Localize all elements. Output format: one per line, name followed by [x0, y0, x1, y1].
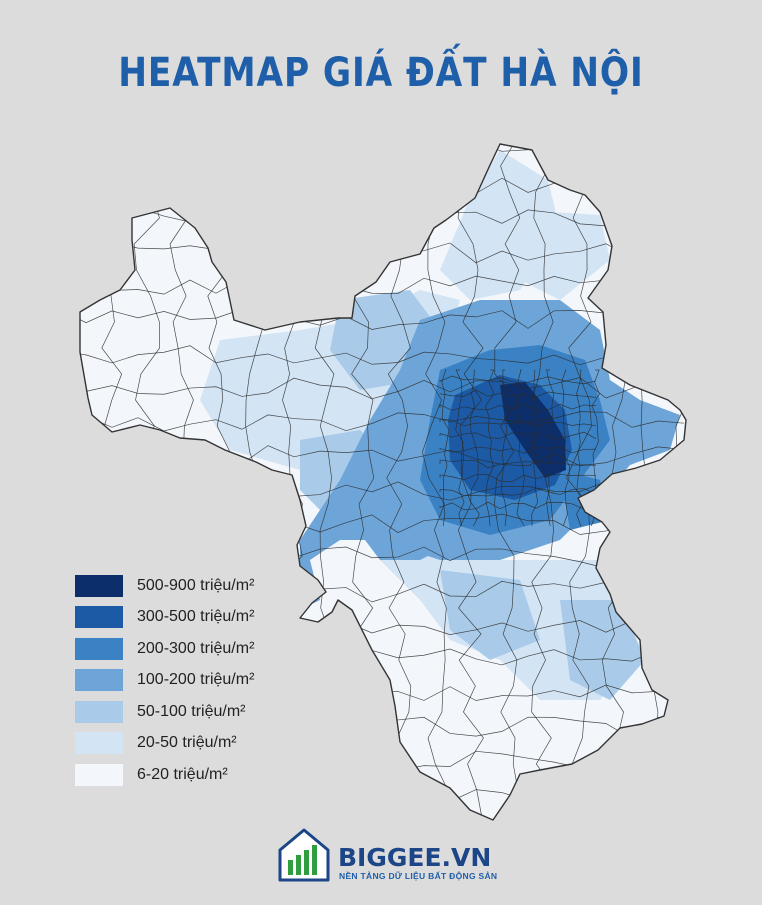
- price-zone-9: [350, 500, 460, 560]
- ward-boundary-h: [439, 446, 597, 454]
- legend-item: 100-200 triệu/m²: [75, 665, 254, 697]
- district-boundary-v: [457, 144, 484, 817]
- legend-label: 20-50 triệu/m²: [137, 734, 237, 752]
- ward-boundary-v: [485, 369, 495, 527]
- legend-swatch: [75, 637, 123, 660]
- ward-boundary-h: [439, 474, 597, 483]
- price-zone-1: [520, 210, 610, 300]
- ward-boundary-v: [516, 369, 525, 527]
- legend-swatch: [75, 700, 123, 723]
- district-boundary-h: [80, 308, 685, 330]
- legend-swatch: [75, 574, 123, 597]
- district-boundary-h: [80, 344, 685, 366]
- ward-boundary-h: [439, 375, 597, 385]
- legend-item: 20-50 triệu/m²: [75, 728, 254, 760]
- price-zone-6: [440, 570, 540, 660]
- legend-item: 50-100 triệu/m²: [75, 696, 254, 728]
- ward-boundary-v: [561, 369, 570, 527]
- legend-label: 300-500 triệu/m²: [137, 608, 255, 626]
- ward-boundary-h: [439, 403, 597, 411]
- brand-tagline: NỀN TẢNG DỮ LIỆU BẤT ĐỘNG SẢN: [339, 871, 498, 881]
- brand-logo: BIGGEE.VN NỀN TẢNG DỮ LIỆU BẤT ĐỘNG SẢN: [276, 826, 536, 886]
- district-boundary-h: [80, 411, 685, 432]
- legend-label: 200-300 triệu/m²: [137, 639, 255, 657]
- district-boundary-v: [494, 144, 521, 817]
- legend-item: 6-20 triệu/m²: [75, 759, 254, 791]
- ward-boundary-h: [439, 431, 597, 440]
- district-boundary-h: [80, 377, 685, 400]
- legend-label: 100-200 triệu/m²: [137, 671, 255, 689]
- ward-boundary-h: [439, 501, 597, 511]
- ward-boundary-v: [470, 369, 480, 527]
- ward-boundary-h: [439, 389, 597, 398]
- district-boundary-h: [80, 144, 685, 161]
- brand-name: BIGGEE.VN: [338, 843, 492, 872]
- ward-boundary-v: [546, 369, 555, 527]
- ward-boundary-v: [530, 369, 539, 527]
- ward-boundary-h: [439, 459, 597, 469]
- ward-boundary-v: [441, 369, 450, 527]
- district-boundary-v: [674, 144, 686, 817]
- ward-boundary-h: [439, 418, 597, 427]
- ward-boundary-v: [455, 369, 465, 527]
- legend-swatch: [75, 763, 123, 786]
- legend-swatch: [75, 669, 123, 692]
- legend-label: 6-20 triệu/m²: [137, 765, 228, 783]
- house-chart-icon: [278, 828, 330, 882]
- district-boundary-h: [80, 174, 685, 196]
- price-zone-5: [560, 600, 645, 700]
- ward-boundary-v: [501, 369, 510, 527]
- district-boundary-v: [529, 144, 555, 817]
- legend-label: 500-900 triệu/m²: [137, 576, 255, 594]
- legend-label: 50-100 triệu/m²: [137, 702, 246, 720]
- map-title: HEATMAP GIÁ ĐẤT HÀ NỘI: [118, 50, 644, 96]
- legend-item: 300-500 triệu/m²: [75, 602, 254, 634]
- legend-swatch: [75, 732, 123, 755]
- legend-item: 200-300 triệu/m²: [75, 633, 254, 665]
- legend: 500-900 triệu/m² 300-500 triệu/m² 200-30…: [75, 570, 254, 791]
- legend-swatch: [75, 606, 123, 629]
- ward-boundary-h: [439, 487, 597, 497]
- legend-item: 500-900 triệu/m²: [75, 570, 254, 602]
